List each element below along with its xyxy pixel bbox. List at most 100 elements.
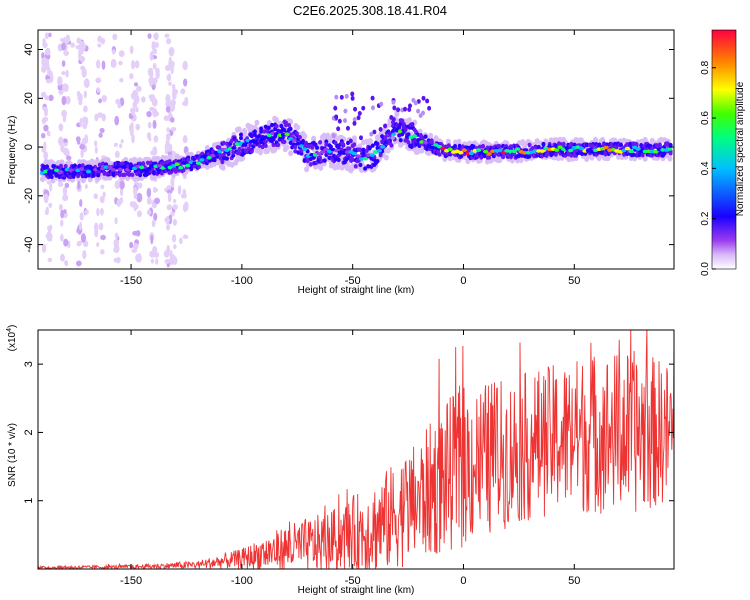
heatmap-cell — [110, 168, 116, 172]
heatmap-cell — [361, 105, 366, 111]
heatmap-cell — [221, 152, 226, 157]
heatmap-cell — [667, 147, 673, 151]
heatmap-cell — [46, 130, 51, 137]
heatmap-cell — [319, 158, 324, 164]
heatmap-cell — [98, 222, 104, 231]
colorbar-tick-label: 0.4 — [700, 161, 711, 175]
heatmap-cell — [642, 155, 648, 162]
heatmap-cell — [564, 146, 570, 151]
heatmap-cell — [136, 85, 142, 92]
heatmap-cell — [468, 151, 475, 156]
heatmap-cell — [96, 207, 100, 217]
heatmap-cell — [293, 149, 298, 154]
heatmap-cell — [336, 157, 341, 163]
chart-title: C2E6.2025.308.18.41.R04 — [293, 3, 447, 18]
heatmap-cell — [459, 153, 464, 158]
heatmap-cell — [79, 56, 86, 63]
heatmap-cell — [45, 233, 49, 239]
heatmap-cell — [61, 60, 66, 67]
heatmap-cell — [42, 106, 48, 111]
heatmap-cell — [272, 147, 278, 154]
heatmap-cell — [80, 233, 86, 243]
heatmap-cell — [390, 132, 397, 137]
heatmap-cell — [226, 151, 231, 157]
heatmap-cell — [41, 117, 46, 125]
heatmap-cell — [79, 198, 83, 208]
heatmap-cell — [428, 132, 434, 139]
heatmap-cell — [54, 168, 60, 173]
heatmap-cell — [40, 91, 47, 98]
heatmap-cell — [271, 142, 276, 148]
heatmap-cell — [383, 135, 388, 140]
heatmap-cell — [97, 112, 103, 119]
heatmap-cell — [149, 106, 156, 112]
heatmap-cell — [47, 257, 53, 262]
heatmap-cell — [355, 154, 361, 158]
heatmap-cell — [282, 139, 287, 145]
heatmap-cell — [156, 163, 163, 168]
heatmap-cell — [324, 142, 329, 147]
heatmap-cell — [151, 40, 157, 51]
heatmap-cell — [421, 110, 426, 116]
heatmap-cell — [46, 180, 52, 185]
heatmap-cell — [429, 145, 436, 150]
heatmap-cell — [356, 115, 361, 121]
heatmap-cell — [398, 137, 403, 143]
heatmap-cell — [60, 209, 65, 219]
heatmap-cell — [153, 111, 160, 117]
heatmap-cell — [107, 165, 113, 169]
heatmap-cell — [396, 107, 401, 113]
heatmap-cell — [477, 144, 482, 150]
heatmap-cell — [527, 142, 532, 148]
heatmap-cell — [370, 95, 375, 101]
y-tick-label: 1 — [23, 498, 35, 504]
heatmap-cell — [288, 126, 293, 132]
heatmap-cell — [210, 153, 216, 158]
heatmap-cell — [260, 144, 265, 149]
heatmap-cell — [114, 171, 119, 176]
heatmap-cell — [112, 33, 118, 41]
heatmap-cell — [302, 133, 308, 140]
heatmap-cell — [284, 132, 290, 137]
heatmap-cell — [423, 134, 428, 139]
heatmap-cell — [252, 129, 257, 134]
heatmap-cell — [407, 107, 412, 112]
heatmap-cell — [353, 164, 358, 169]
heatmap-cell — [514, 147, 521, 151]
heatmap-cell — [372, 129, 377, 135]
heatmap-cell — [147, 33, 152, 39]
heatmap-cell — [362, 156, 368, 161]
heatmap-cell — [152, 77, 158, 84]
heatmap-cell — [81, 67, 87, 78]
heatmap-cell — [127, 172, 132, 177]
heatmap-cell — [97, 43, 102, 48]
heatmap-cell — [668, 151, 673, 156]
heatmap-cell — [412, 134, 418, 139]
heatmap-cell — [76, 37, 82, 44]
heatmap-cell — [304, 166, 310, 173]
heatmap-cell — [603, 145, 609, 150]
heatmap-cell — [166, 38, 172, 45]
heatmap-cell — [177, 185, 182, 195]
colorbar-tick-label: 0.0 — [700, 262, 711, 276]
x-tick-label: -50 — [345, 275, 361, 287]
y-tick-label: -20 — [23, 188, 35, 204]
heatmap-cell — [100, 249, 105, 255]
heatmap-cell — [172, 204, 178, 210]
heatmap-cell — [416, 108, 421, 114]
heatmap-cell — [318, 140, 323, 145]
heatmap-cell — [39, 171, 46, 175]
heatmap-cell — [308, 162, 313, 167]
heatmap-cell — [282, 128, 287, 133]
heatmap-cell — [498, 144, 503, 149]
heatmap-cell — [584, 142, 589, 147]
heatmap-cell — [539, 149, 545, 153]
heatmap-cell — [94, 113, 99, 122]
heatmap-cell — [159, 171, 164, 176]
heatmap-cell — [80, 41, 86, 51]
heatmap-cell — [39, 176, 45, 183]
heatmap-cell — [132, 101, 138, 109]
spectrogram-y-ticks: -40 -20 0 20 40 — [23, 43, 674, 253]
y-tick-label: 2 — [23, 429, 35, 435]
heatmap-cell — [102, 170, 107, 175]
